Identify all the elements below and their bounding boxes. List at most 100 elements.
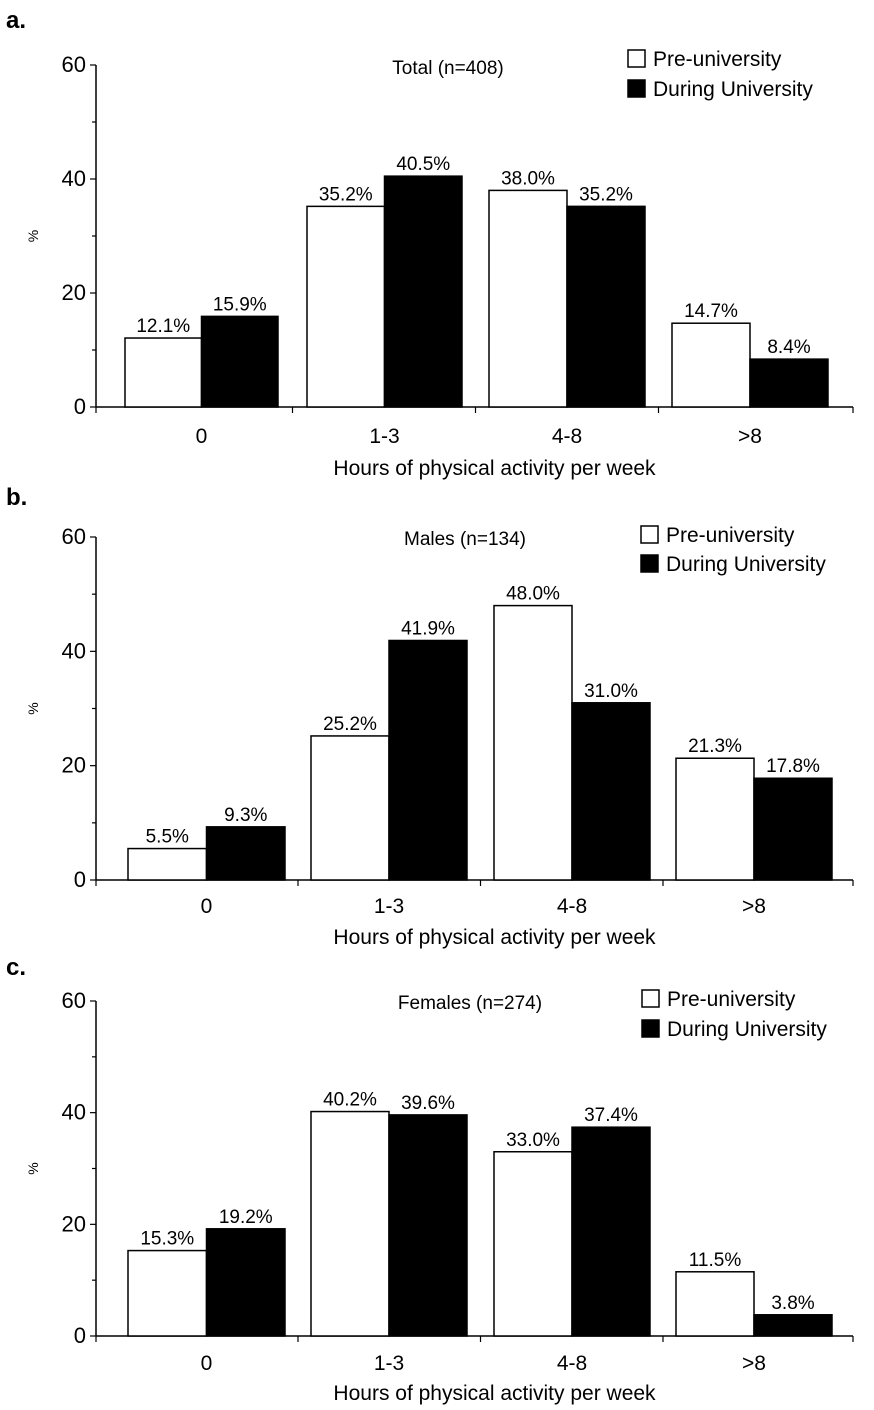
legend-swatch-during-university xyxy=(641,1019,660,1038)
bar-value-label: 21.3% xyxy=(688,736,742,757)
y-axis-label: % xyxy=(25,702,41,714)
bar-value-label: 41.9% xyxy=(401,618,455,639)
bar-value-label: 17.8% xyxy=(766,756,820,777)
bar-pre-university xyxy=(675,1271,755,1337)
bar-during-university xyxy=(383,175,463,408)
bar-during-university xyxy=(205,826,286,881)
x-category-label: >8 xyxy=(742,895,766,918)
bar-pre-university xyxy=(493,1151,573,1337)
y-tick-label: 20 xyxy=(62,1211,86,1236)
legend-label-pre-university: Pre-university xyxy=(653,48,782,71)
bar-value-label: 5.5% xyxy=(146,827,189,848)
bar-value-label: 11.5% xyxy=(689,1250,742,1271)
panel-letter: b. xyxy=(6,484,27,511)
x-category-label: 0 xyxy=(201,1352,213,1375)
bar-pre-university xyxy=(310,735,390,881)
x-category-label: 1-3 xyxy=(369,425,399,448)
y-tick-label: 40 xyxy=(62,638,86,663)
y-tick-label: 20 xyxy=(62,753,86,778)
chart-panel-1: b. 0 20 40 60% 5.5% 9.3% 0 25.2% 41.9% 1-3 48.0% 31.… xyxy=(6,484,854,949)
y-tick-label: 40 xyxy=(62,166,86,191)
bar-during-university xyxy=(388,639,468,881)
y-tick-label: 0 xyxy=(74,867,86,892)
bar-pre-university xyxy=(124,337,203,408)
bar-value-label: 38.0% xyxy=(501,168,555,189)
legend-label-pre-university: Pre-university xyxy=(667,988,796,1011)
legend-swatch-during-university xyxy=(640,554,659,573)
bar-pre-university xyxy=(306,205,386,408)
bar-value-label: 39.6% xyxy=(401,1093,455,1114)
bar-value-label: 14.7% xyxy=(684,301,738,322)
bar-pre-university xyxy=(488,189,568,408)
x-category-label: 1-3 xyxy=(374,1352,404,1375)
bar-value-label: 31.0% xyxy=(584,681,638,702)
y-tick-label: 60 xyxy=(62,988,86,1013)
bar-during-university xyxy=(571,702,651,881)
legend: Pre-university During University xyxy=(627,48,813,101)
legend-swatch-during-university xyxy=(627,79,646,98)
y-tick-label: 20 xyxy=(62,280,86,305)
y-tick-label: 0 xyxy=(74,1323,86,1348)
bar-value-label: 35.2% xyxy=(319,184,373,205)
y-tick-label: 60 xyxy=(62,524,86,549)
panel-letter: a. xyxy=(6,7,26,34)
bar-during-university xyxy=(566,205,646,408)
panel-letter: c. xyxy=(6,954,26,981)
x-category-label: 4-8 xyxy=(552,425,582,448)
x-category-label: 0 xyxy=(201,895,213,918)
bar-during-university xyxy=(200,315,279,408)
bar-during-university xyxy=(749,358,829,408)
chart-panel-2: c. 0 20 40 60% 15.3% 19.2% 0 40.2% 39.6% 1-3 33.0% 3… xyxy=(6,954,854,1405)
y-axis-label: % xyxy=(25,230,41,242)
bar-pre-university xyxy=(675,757,755,881)
x-category-label: >8 xyxy=(742,1352,766,1375)
legend-label-during-university: During University xyxy=(667,1018,827,1041)
bar-value-label: 8.4% xyxy=(767,337,810,358)
bar-value-label: 33.0% xyxy=(506,1130,560,1151)
bar-value-label: 9.3% xyxy=(224,805,267,826)
chart-title: Total (n=408) xyxy=(392,58,503,79)
bar-pre-university xyxy=(671,322,751,408)
y-tick-label: 40 xyxy=(62,1100,86,1125)
bar-during-university xyxy=(388,1114,468,1337)
x-axis-title: Hours of physical activity per week xyxy=(333,1382,656,1405)
bar-value-label: 40.2% xyxy=(323,1090,377,1111)
x-category-label: 0 xyxy=(196,425,208,448)
bar-during-university xyxy=(753,1314,833,1337)
bar-pre-university xyxy=(127,1249,208,1337)
bar-pre-university xyxy=(127,847,208,881)
x-category-label: >8 xyxy=(738,425,762,448)
legend-swatch-pre-university xyxy=(641,989,660,1008)
bar-during-university xyxy=(753,777,833,881)
chart-title: Males (n=134) xyxy=(404,529,526,550)
y-tick-label: 60 xyxy=(62,52,86,77)
bar-during-university xyxy=(205,1228,286,1337)
bar-value-label: 19.2% xyxy=(219,1207,273,1228)
x-category-label: 1-3 xyxy=(374,895,404,918)
chart-panel-0: a. 0 20 40 60% 12.1% 15.9% 0 35.2% 40.5% 1-3 38.0% 3… xyxy=(6,7,854,480)
bar-pre-university xyxy=(493,604,573,881)
bar-value-label: 15.3% xyxy=(140,1229,194,1250)
bar-during-university xyxy=(571,1126,651,1337)
chart-title: Females (n=274) xyxy=(398,993,542,1014)
bar-value-label: 25.2% xyxy=(323,714,377,735)
legend-swatch-pre-university xyxy=(627,49,646,68)
bar-value-label: 35.2% xyxy=(579,184,633,205)
bar-value-label: 40.5% xyxy=(396,154,450,175)
bar-value-label: 48.0% xyxy=(506,584,560,605)
x-axis-title: Hours of physical activity per week xyxy=(333,457,656,480)
y-tick-label: 0 xyxy=(74,394,86,419)
y-axis-label: % xyxy=(25,1162,41,1174)
legend-label-during-university: During University xyxy=(666,553,826,576)
legend-swatch-pre-university xyxy=(640,525,659,544)
bar-value-label: 37.4% xyxy=(584,1105,638,1126)
legend: Pre-university During University xyxy=(640,524,826,576)
bar-pre-university xyxy=(310,1110,390,1337)
x-category-label: 4-8 xyxy=(557,1352,587,1375)
bar-value-label: 12.1% xyxy=(136,316,190,337)
bar-value-label: 3.8% xyxy=(771,1293,814,1314)
bar-value-label: 15.9% xyxy=(213,294,267,315)
x-axis-title: Hours of physical activity per week xyxy=(333,926,656,949)
x-category-label: 4-8 xyxy=(557,895,587,918)
